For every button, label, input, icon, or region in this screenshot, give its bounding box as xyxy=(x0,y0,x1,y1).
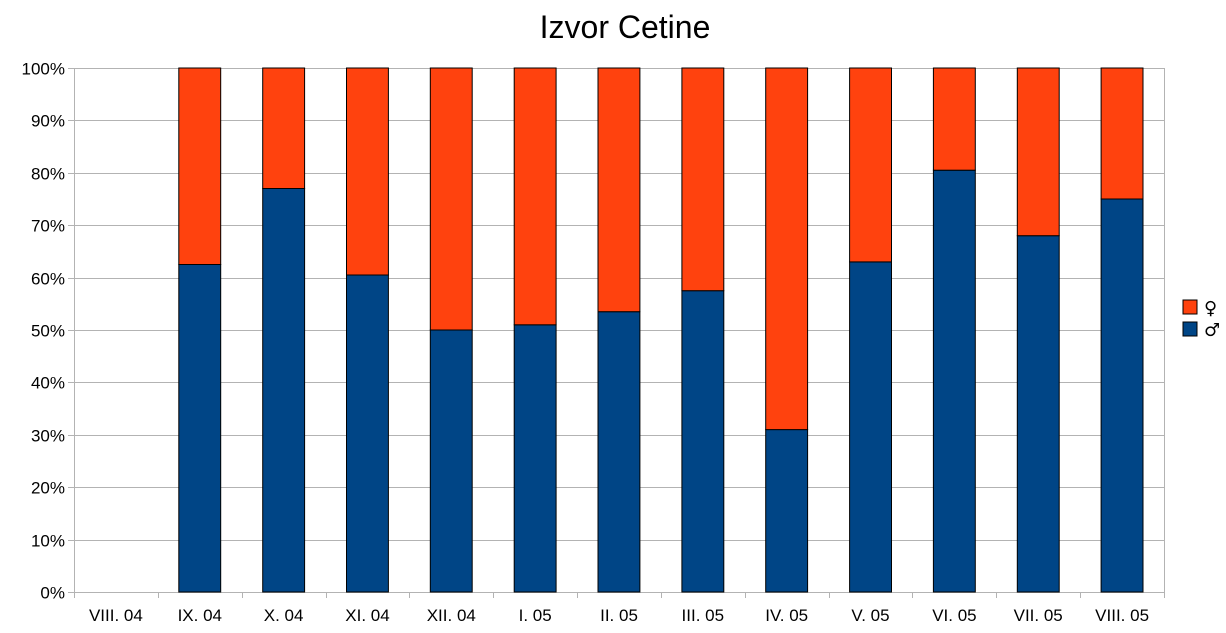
bar-segment xyxy=(932,67,976,171)
bar-segment xyxy=(178,67,222,265)
bar-segment xyxy=(346,274,389,593)
bar-segment xyxy=(513,67,557,326)
x-axis-tick-labels: VIII. 04 IX. 04 X. 04 XI. 04 XII. 04 I. 05 II.… xyxy=(89,606,1149,625)
y-tick-label: 40% xyxy=(31,374,65,393)
x-tick-label: X. 04 xyxy=(264,606,304,625)
y-tick-label: 20% xyxy=(31,479,65,498)
x-tick-label: III. 05 xyxy=(682,606,725,625)
bar-segment xyxy=(932,169,976,593)
bar-segment xyxy=(597,67,641,313)
bar-segment xyxy=(262,67,306,189)
y-tick-label: 50% xyxy=(31,322,65,341)
x-tick-label: VI. 05 xyxy=(932,606,976,625)
y-tick-label: 70% xyxy=(31,217,65,236)
x-tick-label: XII. 04 xyxy=(427,606,476,625)
bar-layer xyxy=(178,67,1144,593)
y-axis-tick-labels: 0% 10% 20% 30% 40% 50% 60% 70% 80% 90% 100% xyxy=(22,60,65,603)
bar-segment xyxy=(597,311,641,593)
x-tick-label: VIII. 05 xyxy=(1095,606,1149,625)
bar-segment xyxy=(262,188,306,593)
bar-segment xyxy=(765,429,809,593)
bar-segment xyxy=(1100,67,1144,200)
y-tick-label: 90% xyxy=(31,112,65,131)
legend: ♀♂ xyxy=(1182,298,1220,341)
x-tick-label: XI. 04 xyxy=(345,606,389,625)
chart-title: Izvor Cetine xyxy=(540,9,711,45)
bar-segment xyxy=(1016,235,1060,593)
x-tick-label: VII. 05 xyxy=(1014,606,1063,625)
x-tick-label: V. 05 xyxy=(851,606,889,625)
bar-segment xyxy=(849,67,892,263)
bar-segment xyxy=(513,324,557,593)
bar-segment xyxy=(429,329,473,593)
bar-segment xyxy=(178,264,222,593)
x-tick-label: IX. 04 xyxy=(178,606,222,625)
bar-segment xyxy=(346,67,389,276)
y-tick-label: 60% xyxy=(31,270,65,289)
y-tick-label: 80% xyxy=(31,165,65,184)
bar-segment xyxy=(1100,198,1144,593)
bar-segment xyxy=(429,67,473,331)
legend-swatch xyxy=(1182,321,1198,337)
x-tick-label: VIII. 04 xyxy=(89,606,143,625)
y-tick-label: 10% xyxy=(31,532,65,551)
bar-segment xyxy=(681,67,725,292)
bar-segment xyxy=(1016,67,1060,237)
x-tick-label: I. 05 xyxy=(519,606,552,625)
bar-segment xyxy=(765,67,809,431)
bar-segment xyxy=(849,261,892,593)
y-tick-label: 0% xyxy=(40,584,65,603)
x-tick-label: II. 05 xyxy=(600,606,638,625)
bar-segment xyxy=(681,290,725,593)
legend-label: ♀ xyxy=(1204,298,1217,319)
legend-swatch xyxy=(1182,299,1198,315)
y-tick-label: 30% xyxy=(31,427,65,446)
x-tick-label: IV. 05 xyxy=(765,606,808,625)
legend-label: ♂ xyxy=(1204,320,1220,341)
y-tick-label: 100% xyxy=(22,60,65,79)
